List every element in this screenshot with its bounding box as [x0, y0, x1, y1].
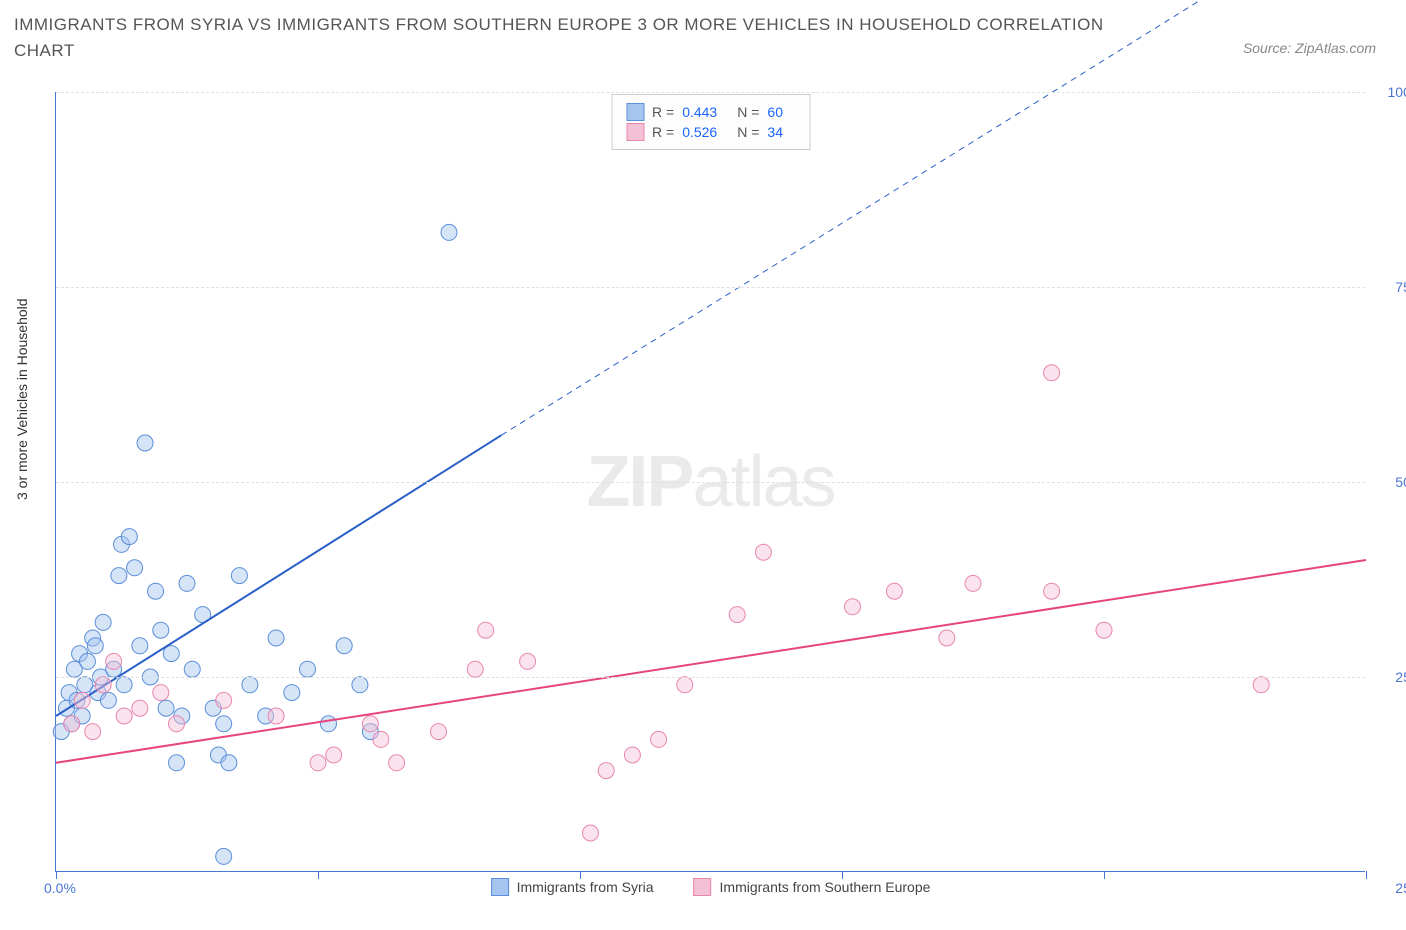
swatch-syria-bottom — [491, 878, 509, 896]
scatter-point — [184, 661, 200, 677]
scatter-point — [216, 716, 232, 732]
legend-item-seurope: Immigrants from Southern Europe — [694, 878, 931, 896]
scatter-point — [148, 583, 164, 599]
scatter-point — [284, 685, 300, 701]
scatter-point — [582, 825, 598, 841]
scatter-point — [221, 755, 237, 771]
source-credit: Source: ZipAtlas.com — [1243, 40, 1376, 56]
y-tick-label: 25.0% — [1375, 669, 1406, 685]
x-tick — [318, 871, 319, 879]
y-axis-label: 3 or more Vehicles in Household — [14, 298, 30, 500]
x-tick — [1366, 871, 1367, 879]
scatter-point — [939, 630, 955, 646]
scatter-point — [467, 661, 483, 677]
scatter-point — [320, 716, 336, 732]
scatter-point — [268, 708, 284, 724]
scatter-point — [651, 731, 667, 747]
scatter-point — [95, 614, 111, 630]
scatter-point — [74, 692, 90, 708]
scatter-point — [158, 700, 174, 716]
chart-title: IMMIGRANTS FROM SYRIA VS IMMIGRANTS FROM… — [14, 12, 1114, 63]
gridline — [56, 677, 1365, 678]
scatter-point — [1044, 583, 1060, 599]
legend-label-syria: Immigrants from Syria — [517, 879, 654, 895]
scatter-point — [116, 708, 132, 724]
scatter-point — [169, 755, 185, 771]
scatter-point — [106, 653, 122, 669]
legend-label-seurope: Immigrants from Southern Europe — [720, 879, 931, 895]
scatter-point — [231, 568, 247, 584]
x-tick — [56, 871, 57, 879]
scatter-point — [95, 677, 111, 693]
scatter-point — [755, 544, 771, 560]
scatter-point — [844, 599, 860, 615]
scatter-point — [965, 575, 981, 591]
scatter-point — [79, 653, 95, 669]
trend-line-extrapolated — [501, 0, 1366, 435]
bottom-legend: Immigrants from Syria Immigrants from So… — [491, 878, 931, 896]
gridline — [56, 92, 1365, 93]
scatter-point — [132, 700, 148, 716]
scatter-point — [1044, 365, 1060, 381]
x-tick — [842, 871, 843, 879]
y-tick-label: 50.0% — [1375, 474, 1406, 490]
scatter-point — [268, 630, 284, 646]
scatter-point — [352, 677, 368, 693]
scatter-point — [624, 747, 640, 763]
scatter-point — [111, 568, 127, 584]
y-tick-label: 75.0% — [1375, 279, 1406, 295]
scatter-point — [85, 724, 101, 740]
gridline — [56, 482, 1365, 483]
scatter-point — [169, 716, 185, 732]
scatter-point — [441, 224, 457, 240]
scatter-point — [87, 638, 103, 654]
scatter-point — [116, 677, 132, 693]
scatter-point — [137, 435, 153, 451]
scatter-point — [179, 575, 195, 591]
scatter-point — [373, 731, 389, 747]
scatter-point — [100, 692, 116, 708]
scatter-point — [121, 529, 137, 545]
scatter-point — [336, 638, 352, 654]
scatter-point — [216, 848, 232, 864]
scatter-point — [153, 622, 169, 638]
scatter-point — [1096, 622, 1112, 638]
scatter-point — [1253, 677, 1269, 693]
x-tick — [580, 871, 581, 879]
scatter-point — [362, 716, 378, 732]
scatter-point — [598, 763, 614, 779]
scatter-point — [729, 607, 745, 623]
swatch-seurope-bottom — [694, 878, 712, 896]
scatter-point — [153, 685, 169, 701]
scatter-point — [886, 583, 902, 599]
legend-item-syria: Immigrants from Syria — [491, 878, 654, 896]
trend-line — [56, 560, 1366, 763]
scatter-point — [300, 661, 316, 677]
scatter-point — [677, 677, 693, 693]
x-tick-0: 0.0% — [44, 880, 76, 896]
scatter-point — [389, 755, 405, 771]
scatter-point — [64, 716, 80, 732]
scatter-point — [520, 653, 536, 669]
scatter-point — [242, 677, 258, 693]
x-tick-25: 25.0% — [1375, 880, 1406, 896]
x-tick — [1104, 871, 1105, 879]
scatter-point — [478, 622, 494, 638]
scatter-point — [431, 724, 447, 740]
gridline — [56, 287, 1365, 288]
scatter-point — [216, 692, 232, 708]
y-tick-label: 100.0% — [1375, 84, 1406, 100]
scatter-point — [326, 747, 342, 763]
scatter-point — [132, 638, 148, 654]
chart-plot-area: ZIPatlas R = 0.443 N = 60 R = 0.526 N = … — [55, 92, 1365, 872]
scatter-point — [127, 560, 143, 576]
scatter-point — [310, 755, 326, 771]
